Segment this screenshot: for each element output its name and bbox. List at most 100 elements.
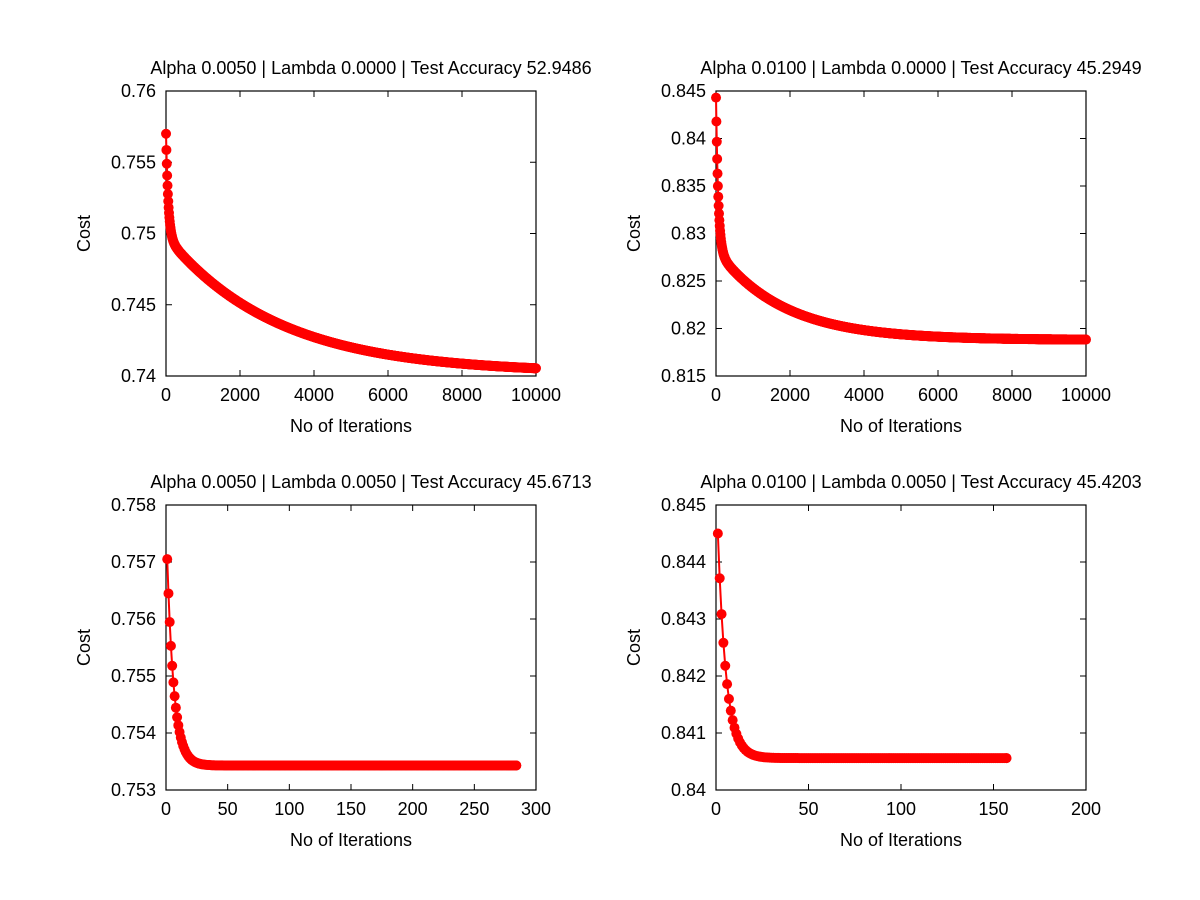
y-tick-label: 0.84 xyxy=(671,129,706,149)
x-tick-label: 100 xyxy=(274,799,304,819)
data-point xyxy=(161,158,172,169)
data-point xyxy=(712,153,723,164)
y-axis-label: Cost xyxy=(74,629,94,666)
data-point xyxy=(172,712,183,723)
y-tick-label: 0.754 xyxy=(111,723,156,743)
y-tick-label: 0.835 xyxy=(661,176,706,196)
x-tick-label: 250 xyxy=(459,799,489,819)
chart-title: Alpha 0.0050 | Lambda 0.0050 | Test Accu… xyxy=(150,472,591,492)
data-point xyxy=(713,191,724,202)
data-point xyxy=(161,144,172,155)
chart-title: Alpha 0.0100 | Lambda 0.0050 | Test Accu… xyxy=(700,472,1141,492)
y-tick-label: 0.815 xyxy=(661,366,706,386)
data-point xyxy=(711,136,722,147)
series-line xyxy=(716,533,1007,760)
data-point xyxy=(712,528,723,539)
y-axis-label: Cost xyxy=(74,215,94,252)
y-tick-label: 0.756 xyxy=(111,609,156,629)
y-tick-label: 0.844 xyxy=(661,552,706,572)
data-point xyxy=(718,637,729,648)
series-cost xyxy=(712,528,1012,764)
y-tick-label: 0.843 xyxy=(661,609,706,629)
y-tick-label: 0.75 xyxy=(121,224,156,244)
y-tick-label: 0.74 xyxy=(121,366,156,386)
data-point xyxy=(161,128,172,139)
x-tick-label: 6000 xyxy=(368,385,408,405)
data-point xyxy=(169,691,180,702)
data-point xyxy=(722,679,733,690)
subplot-tl: Alpha 0.0050 | Lambda 0.0000 | Test Accu… xyxy=(74,58,592,436)
y-tick-label: 0.845 xyxy=(661,81,706,101)
y-tick-label: 0.757 xyxy=(111,552,156,572)
data-point xyxy=(716,609,727,620)
series-line xyxy=(166,559,517,767)
x-tick-label: 300 xyxy=(521,799,551,819)
data-point xyxy=(1081,334,1091,345)
plot-frame xyxy=(165,90,537,377)
y-tick-label: 0.82 xyxy=(671,319,706,339)
x-tick-label: 200 xyxy=(1071,799,1101,819)
chart-title: Alpha 0.0050 | Lambda 0.0000 | Test Accu… xyxy=(150,58,591,78)
x-axis-label: No of Iterations xyxy=(290,830,412,850)
x-tick-label: 2000 xyxy=(220,385,260,405)
subplot-br: Alpha 0.0100 | Lambda 0.0050 | Test Accu… xyxy=(624,472,1142,850)
data-point xyxy=(162,189,173,200)
y-tick-label: 0.76 xyxy=(121,81,156,101)
data-point xyxy=(712,181,723,192)
subplot-tr: Alpha 0.0100 | Lambda 0.0000 | Test Accu… xyxy=(624,58,1142,436)
y-tick-label: 0.842 xyxy=(661,666,706,686)
series-cost xyxy=(161,128,541,374)
series-cost xyxy=(711,92,1091,345)
y-axis-label: Cost xyxy=(624,629,644,666)
x-tick-label: 150 xyxy=(336,799,366,819)
x-tick-label: 200 xyxy=(398,799,428,819)
y-tick-label: 0.755 xyxy=(111,152,156,172)
data-point xyxy=(711,92,722,103)
y-tick-label: 0.758 xyxy=(111,495,156,515)
data-point xyxy=(720,660,731,671)
data-point xyxy=(712,168,723,179)
data-point xyxy=(170,702,181,713)
y-tick-label: 0.755 xyxy=(111,666,156,686)
y-tick-label: 0.845 xyxy=(661,495,706,515)
x-axis-label: No of Iterations xyxy=(840,830,962,850)
data-point xyxy=(163,588,174,599)
data-point xyxy=(723,693,734,704)
y-tick-label: 0.84 xyxy=(671,780,706,800)
series-line xyxy=(165,133,536,370)
y-tick-label: 0.825 xyxy=(661,271,706,291)
data-point xyxy=(164,617,175,628)
x-tick-label: 10000 xyxy=(511,385,561,405)
data-point xyxy=(714,573,725,584)
data-point xyxy=(162,554,173,565)
data-point xyxy=(162,180,173,191)
y-tick-label: 0.753 xyxy=(111,780,156,800)
data-point xyxy=(1001,753,1012,764)
x-tick-label: 50 xyxy=(218,799,238,819)
x-tick-label: 0 xyxy=(711,799,721,819)
x-tick-label: 8000 xyxy=(442,385,482,405)
subplot-bl: Alpha 0.0050 | Lambda 0.0050 | Test Accu… xyxy=(74,472,592,850)
data-point xyxy=(725,705,736,716)
x-tick-label: 0 xyxy=(161,385,171,405)
data-point xyxy=(165,640,176,651)
y-tick-label: 0.745 xyxy=(111,295,156,315)
data-point xyxy=(711,116,722,127)
data-point xyxy=(511,760,522,771)
x-tick-label: 2000 xyxy=(770,385,810,405)
data-point xyxy=(167,660,178,671)
x-tick-label: 50 xyxy=(798,799,818,819)
y-tick-label: 0.83 xyxy=(671,224,706,244)
x-tick-label: 100 xyxy=(886,799,916,819)
x-axis-label: No of Iterations xyxy=(290,416,412,436)
x-tick-label: 8000 xyxy=(992,385,1032,405)
series-cost xyxy=(162,554,522,771)
y-axis-label: Cost xyxy=(624,215,644,252)
data-point xyxy=(168,677,179,688)
x-tick-label: 4000 xyxy=(844,385,884,405)
x-tick-label: 0 xyxy=(711,385,721,405)
chart-title: Alpha 0.0100 | Lambda 0.0000 | Test Accu… xyxy=(700,58,1141,78)
plot-frame xyxy=(165,504,537,791)
data-point xyxy=(713,200,724,211)
